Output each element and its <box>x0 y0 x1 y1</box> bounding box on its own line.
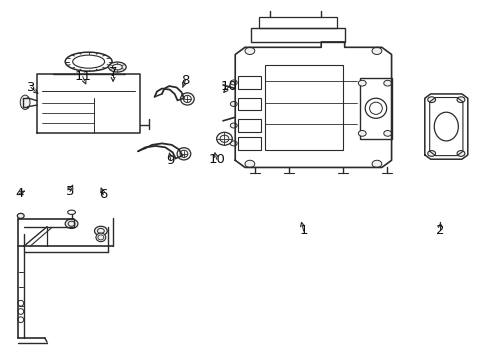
Ellipse shape <box>217 132 232 145</box>
Ellipse shape <box>245 47 255 54</box>
Text: 5: 5 <box>66 185 74 198</box>
Ellipse shape <box>428 150 436 156</box>
Text: 2: 2 <box>436 224 445 237</box>
Ellipse shape <box>230 80 237 85</box>
Ellipse shape <box>177 148 191 160</box>
Text: 1: 1 <box>299 224 308 238</box>
Text: 10: 10 <box>208 153 225 166</box>
Bar <box>259 17 337 28</box>
Ellipse shape <box>457 150 465 156</box>
Ellipse shape <box>384 80 392 86</box>
Ellipse shape <box>65 219 78 228</box>
Text: 3: 3 <box>27 81 35 94</box>
Ellipse shape <box>96 233 106 242</box>
Ellipse shape <box>230 123 237 128</box>
Bar <box>238 98 261 110</box>
Ellipse shape <box>17 213 24 219</box>
Ellipse shape <box>358 131 366 136</box>
Ellipse shape <box>384 131 392 136</box>
Ellipse shape <box>372 47 382 54</box>
Ellipse shape <box>428 97 436 103</box>
Ellipse shape <box>245 160 255 167</box>
Text: 11: 11 <box>74 70 91 83</box>
Text: 6: 6 <box>99 188 107 201</box>
Bar <box>360 78 392 139</box>
Ellipse shape <box>230 102 237 107</box>
Ellipse shape <box>20 95 30 109</box>
Ellipse shape <box>457 97 465 103</box>
Ellipse shape <box>358 80 366 86</box>
Text: 4: 4 <box>15 187 24 200</box>
Bar <box>238 137 261 149</box>
Text: 10: 10 <box>221 80 238 93</box>
Ellipse shape <box>109 62 126 72</box>
Ellipse shape <box>180 93 194 105</box>
Bar <box>251 28 344 42</box>
Bar <box>238 119 261 132</box>
Text: 9: 9 <box>167 154 175 167</box>
Ellipse shape <box>230 141 237 146</box>
Bar <box>238 76 261 89</box>
Text: 7: 7 <box>109 66 117 79</box>
Ellipse shape <box>95 226 107 235</box>
Text: 8: 8 <box>181 74 190 87</box>
Bar <box>265 66 343 149</box>
Ellipse shape <box>372 160 382 167</box>
